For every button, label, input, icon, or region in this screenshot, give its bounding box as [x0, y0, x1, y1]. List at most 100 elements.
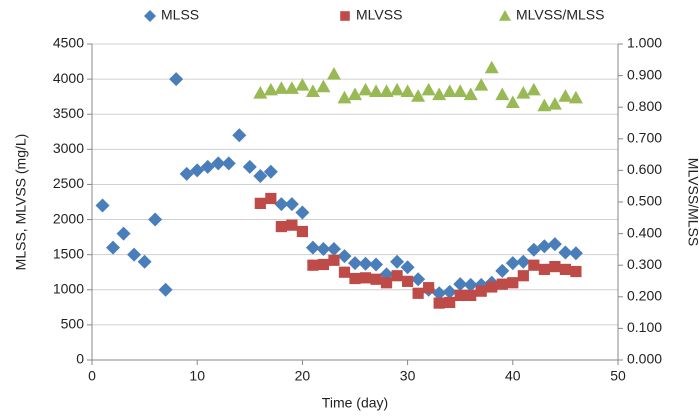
- data-point: [517, 270, 529, 282]
- data-point: [411, 272, 426, 287]
- data-point: [516, 254, 531, 269]
- data-point: [359, 272, 372, 284]
- data-point: [274, 81, 289, 94]
- y2-tick-label: 0.200: [627, 288, 662, 304]
- data-point: [337, 249, 352, 264]
- data-point: [127, 247, 142, 262]
- y2-tick-label: 0.100: [627, 319, 662, 335]
- data-point: [348, 87, 362, 101]
- data-point: [558, 245, 573, 260]
- data-point: [200, 159, 215, 174]
- data-point: [265, 192, 277, 205]
- data-point: [570, 265, 582, 278]
- data-point: [295, 78, 310, 91]
- data-point: [106, 240, 121, 255]
- data-point: [547, 237, 562, 252]
- data-point: [505, 256, 520, 271]
- y-tick-label: 3500: [53, 105, 84, 121]
- data-point: [370, 273, 382, 285]
- data-point: [412, 287, 424, 299]
- data-point: [465, 289, 477, 301]
- data-point: [296, 225, 308, 238]
- data-point: [516, 85, 531, 99]
- data-point: [486, 281, 498, 293]
- data-point: [307, 259, 319, 271]
- data-point: [402, 275, 414, 287]
- data-point: [528, 259, 540, 271]
- data-point: [286, 219, 298, 231]
- data-point: [95, 198, 110, 213]
- data-point: [549, 261, 561, 273]
- legend-marker: [144, 10, 156, 22]
- data-point: [137, 254, 152, 269]
- data-point: [421, 82, 436, 96]
- data-point: [338, 266, 351, 278]
- data-point: [568, 90, 583, 104]
- data-point: [558, 89, 573, 102]
- legend-label: MLSS: [161, 7, 199, 23]
- data-point: [190, 163, 205, 178]
- x-tick-label: 30: [400, 368, 416, 384]
- data-point: [349, 272, 361, 285]
- data-point: [263, 82, 278, 96]
- data-point: [253, 169, 268, 184]
- data-point: [275, 220, 287, 233]
- data-point: [391, 270, 403, 282]
- data-point: [400, 84, 415, 97]
- data-point: [442, 284, 457, 299]
- y2-tick-label: 0.600: [627, 161, 662, 177]
- data-point: [432, 286, 447, 301]
- data-point: [358, 256, 373, 271]
- data-point: [328, 254, 340, 266]
- data-point: [305, 240, 320, 255]
- x-tick-label: 20: [295, 368, 311, 384]
- data-point: [474, 78, 489, 91]
- data-point: [463, 87, 478, 101]
- data-point: [453, 84, 468, 97]
- data-point: [148, 212, 163, 227]
- data-point: [116, 226, 131, 241]
- data-point: [475, 285, 487, 297]
- data-point: [242, 159, 257, 174]
- data-point: [254, 197, 266, 210]
- y-tick-label: 2500: [53, 175, 84, 191]
- data-point: [537, 98, 552, 112]
- data-point: [326, 242, 341, 257]
- legend-label: MLVSS/MLSS: [516, 7, 604, 23]
- data-point: [369, 84, 384, 97]
- y-tick-label: 1000: [53, 280, 84, 296]
- legend-marker: [340, 11, 350, 21]
- y2-tick-label: 0.400: [627, 224, 662, 240]
- y-tick-label: 4000: [53, 70, 84, 86]
- data-point: [221, 156, 236, 171]
- data-point: [390, 82, 405, 96]
- data-point: [369, 257, 384, 272]
- data-point: [158, 282, 173, 297]
- y2-axis-title: MLVSS/MLSS: [685, 158, 699, 246]
- y-tick-label: 4500: [53, 35, 84, 51]
- x-tick-label: 50: [610, 368, 626, 384]
- data-point: [326, 67, 341, 80]
- y2-tick-label: 0.800: [627, 98, 662, 114]
- data-point: [179, 166, 194, 181]
- data-point: [211, 156, 226, 171]
- data-point: [358, 82, 373, 96]
- x-tick-label: 0: [88, 368, 96, 384]
- data-point: [305, 84, 320, 97]
- data-point: [495, 87, 510, 101]
- y2-tick-label: 0.900: [627, 66, 662, 82]
- y2-tick-label: 0.500: [627, 193, 662, 209]
- x-axis-title: Time (day): [322, 395, 388, 411]
- data-point: [495, 263, 510, 278]
- data-point: [568, 246, 583, 261]
- data-point: [496, 278, 508, 290]
- data-point: [316, 79, 331, 93]
- data-point: [337, 90, 352, 104]
- y2-tick-label: 0.700: [627, 130, 662, 146]
- data-point: [547, 97, 562, 110]
- data-point: [444, 296, 456, 309]
- data-point: [169, 72, 184, 87]
- data-point: [232, 128, 247, 143]
- legend-label: MLVSS: [356, 7, 402, 23]
- data-point: [526, 242, 541, 257]
